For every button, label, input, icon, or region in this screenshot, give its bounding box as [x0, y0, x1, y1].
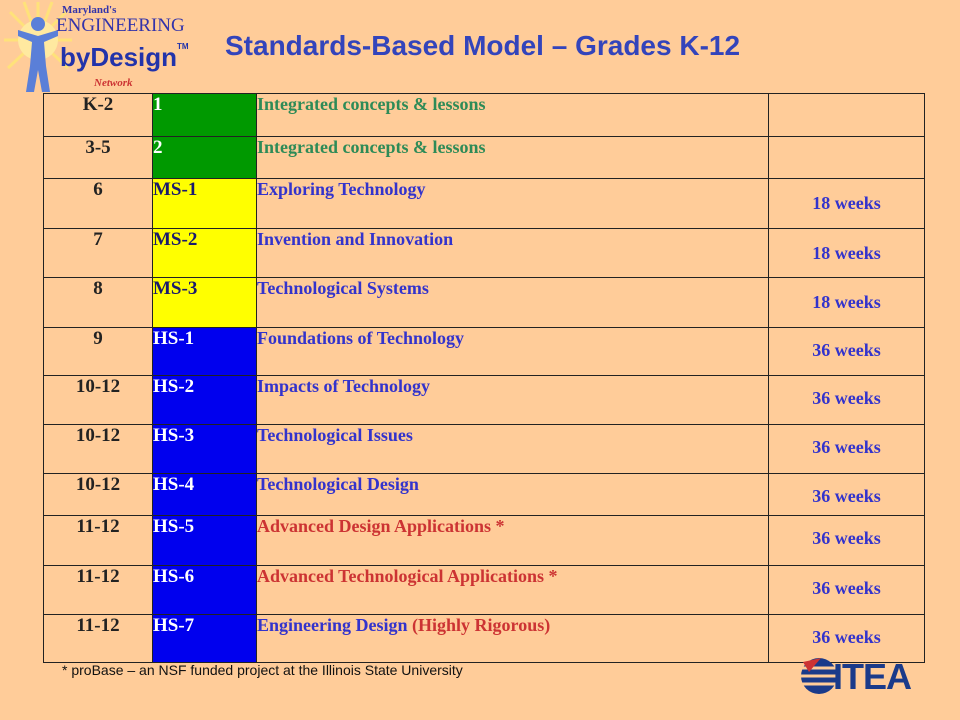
footnote: * proBase – an NSF funded project at the… [62, 662, 463, 678]
course-title-text: Technological Issues [257, 425, 413, 445]
grade-cell: 3-5 [44, 137, 153, 179]
engineering-by-design-logo: Maryland's ENGINEERING byDesignTM Networ… [4, 0, 154, 100]
table-row: 3-5 2 Integrated concepts & lessons [44, 137, 925, 179]
course-title-cell: Advanced Technological Applications * [257, 566, 769, 615]
logo-line-4: Network [94, 77, 133, 89]
duration-cell: 36 weeks [769, 425, 925, 474]
grade-cell: 11-12 [44, 516, 153, 566]
table-row: 10-12 HS-2 Impacts of Technology 36 weeks [44, 376, 925, 425]
course-title-cell: Impacts of Technology [257, 376, 769, 425]
course-code-cell: HS-7 [153, 615, 257, 663]
course-title-text: Integrated concepts & lessons [257, 137, 485, 157]
course-title-cell: Integrated concepts & lessons [257, 137, 769, 179]
table-row: 10-12 HS-4 Technological Design 36 weeks [44, 474, 925, 516]
grade-cell: K-2 [44, 94, 153, 137]
table-row: 7 MS-2 Invention and Innovation 18 weeks [44, 229, 925, 278]
course-title-text: (Highly Rigorous) [412, 615, 550, 635]
course-title-text: Foundations of Technology [257, 328, 464, 348]
course-title-cell: Engineering Design (Highly Rigorous) [257, 615, 769, 663]
duration-cell [769, 137, 925, 179]
course-code-cell: 1 [153, 94, 257, 137]
grade-cell: 10-12 [44, 425, 153, 474]
itea-wordmark: ITEA [833, 656, 911, 698]
course-code-cell: HS-5 [153, 516, 257, 566]
course-title-cell: Advanced Design Applications * [257, 516, 769, 566]
course-title-cell: Technological Issues [257, 425, 769, 474]
course-title-cell: Technological Design [257, 474, 769, 516]
duration-cell: 36 weeks [769, 328, 925, 376]
course-title-text: Integrated concepts & lessons [257, 94, 485, 114]
course-title-text: Technological Systems [257, 278, 429, 298]
logo-line-2: ENGINEERING [56, 15, 185, 37]
course-code-cell: HS-2 [153, 376, 257, 425]
grade-cell: 11-12 [44, 615, 153, 663]
table-row: 6 MS-1 Exploring Technology 18 weeks [44, 179, 925, 229]
table-row: 8 MS-3 Technological Systems 18 weeks [44, 278, 925, 328]
duration-cell: 36 weeks [769, 516, 925, 566]
grade-cell: 8 [44, 278, 153, 328]
grade-cell: 6 [44, 179, 153, 229]
course-title-text: Exploring Technology [257, 179, 426, 199]
grade-cell: 9 [44, 328, 153, 376]
course-code-cell: 2 [153, 137, 257, 179]
course-title-cell: Integrated concepts & lessons [257, 94, 769, 137]
standards-table: K-2 1 Integrated concepts & lessons 3-5 2 Int… [43, 93, 925, 663]
table-row: 11-12 HS-5 Advanced Design Applications * 3… [44, 516, 925, 566]
duration-cell: 36 weeks [769, 474, 925, 516]
grade-cell: 10-12 [44, 376, 153, 425]
logo-line-3: byDesignTM [60, 42, 189, 73]
course-title-cell: Invention and Innovation [257, 229, 769, 278]
course-code-cell: HS-1 [153, 328, 257, 376]
table-row: 9 HS-1 Foundations of Technology 36 weeks [44, 328, 925, 376]
table-row: 11-12 HS-6 Advanced Technological Applicat… [44, 566, 925, 615]
duration-cell: 18 weeks [769, 229, 925, 278]
course-title-text: Invention and Innovation [257, 229, 453, 249]
course-title-text: Engineering Design [257, 615, 412, 635]
duration-cell: 18 weeks [769, 278, 925, 328]
course-code-cell: MS-2 [153, 229, 257, 278]
course-title-cell: Exploring Technology [257, 179, 769, 229]
course-title-text: Technological Design [257, 474, 419, 494]
course-title-text: Advanced Design Applications * [257, 516, 505, 536]
grade-cell: 11-12 [44, 566, 153, 615]
course-code-cell: HS-6 [153, 566, 257, 615]
course-title-cell: Foundations of Technology [257, 328, 769, 376]
grade-cell: 7 [44, 229, 153, 278]
page-title: Standards-Based Model – Grades K-12 [225, 30, 740, 62]
duration-cell: 36 weeks [769, 376, 925, 425]
course-title-text: Advanced Technological Applications * [257, 566, 558, 586]
duration-cell: 18 weeks [769, 179, 925, 229]
course-code-cell: MS-3 [153, 278, 257, 328]
course-code-cell: HS-4 [153, 474, 257, 516]
grade-cell: 10-12 [44, 474, 153, 516]
itea-logo: ITEA [799, 654, 919, 702]
table-row: 11-12 HS-7 Engineering Design (Highly Rigo… [44, 615, 925, 663]
course-code-cell: MS-1 [153, 179, 257, 229]
table-row: 10-12 HS-3 Technological Issues 36 weeks [44, 425, 925, 474]
course-title-text: Impacts of Technology [257, 376, 430, 396]
course-code-cell: HS-3 [153, 425, 257, 474]
duration-cell: 36 weeks [769, 566, 925, 615]
table-row: K-2 1 Integrated concepts & lessons [44, 94, 925, 137]
course-title-cell: Technological Systems [257, 278, 769, 328]
duration-cell [769, 94, 925, 137]
